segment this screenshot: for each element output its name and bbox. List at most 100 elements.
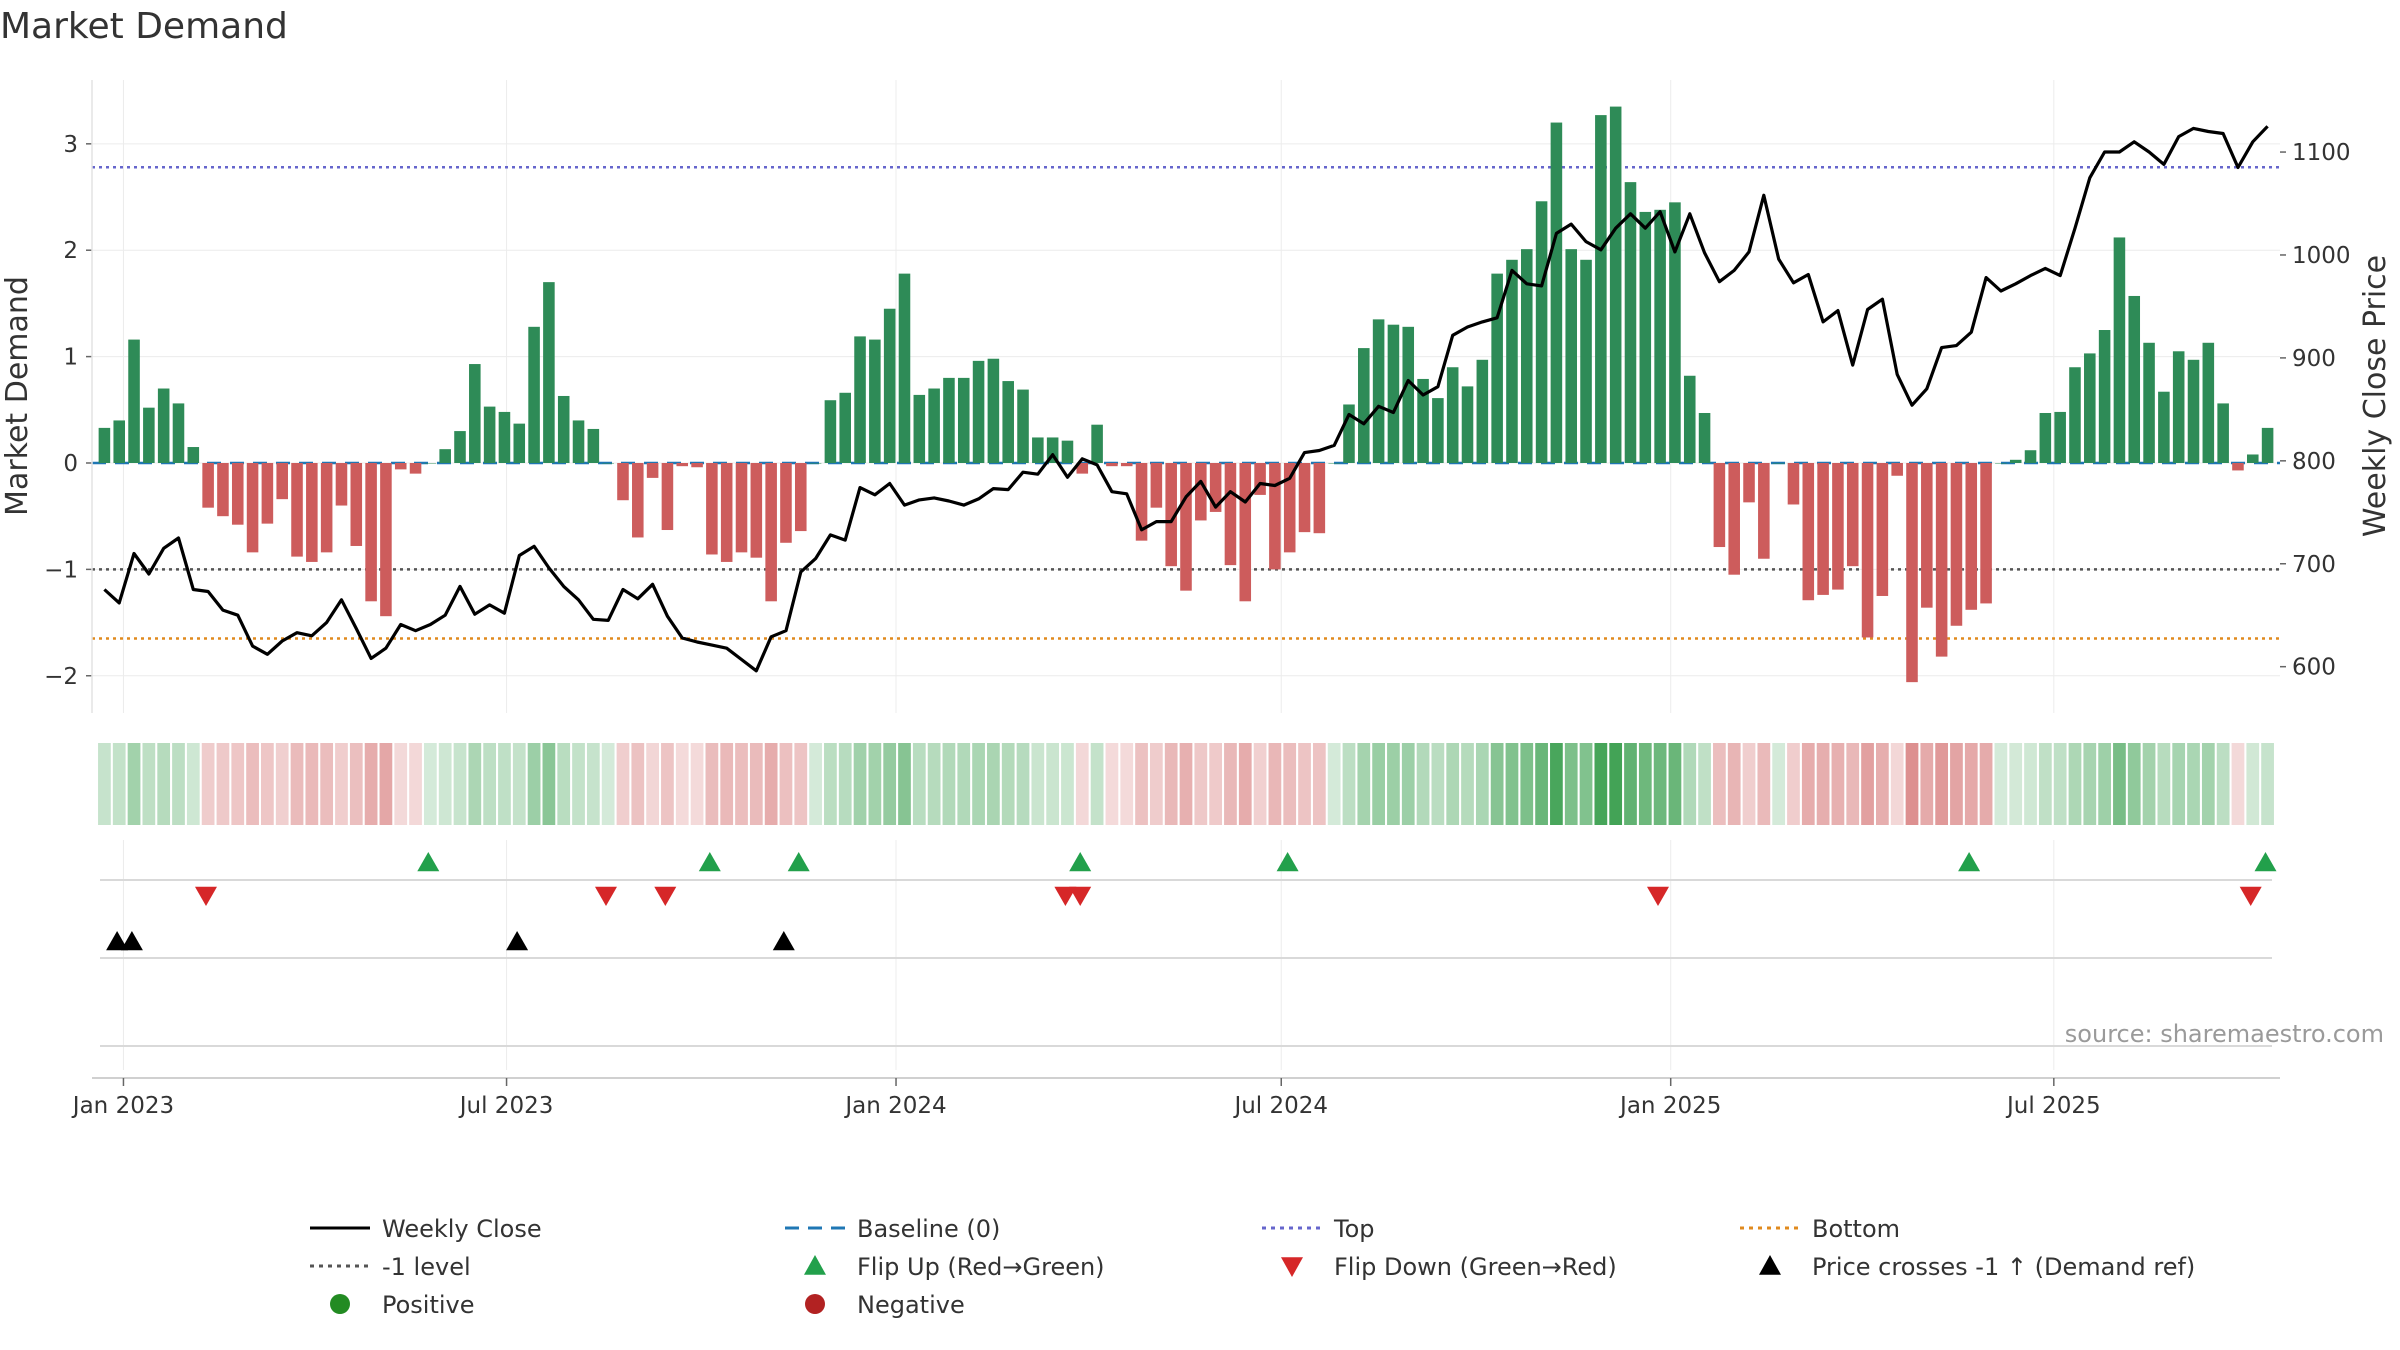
demand-bar (1076, 462, 1089, 474)
demand-bar (469, 364, 481, 463)
x-tick-label: Jul 2024 (1232, 1093, 1328, 1119)
demand-bar (113, 420, 126, 463)
y-right-tick-label: 900 (2292, 346, 2336, 372)
legend: Weekly Close Baseline (0) Top Bottom -1 leve… (310, 1215, 2195, 1319)
demand-bar (1446, 367, 1459, 463)
demand-bar (750, 462, 763, 558)
demand-bar (839, 392, 852, 463)
demand-bar (2187, 359, 2200, 463)
heat-cell (1238, 743, 1252, 825)
heat-cell (586, 743, 600, 825)
heat-cell (1920, 743, 1934, 825)
demand-bar (957, 377, 970, 463)
demand-bar (2069, 367, 2081, 463)
legend-swatch (1281, 1257, 1303, 1277)
demand-bar (1461, 386, 1474, 463)
demand-bar (1180, 462, 1192, 591)
heat-cell (1831, 743, 1845, 825)
heat-cell (1683, 743, 1697, 825)
flip-up-marker (2254, 852, 2277, 872)
demand-bar (409, 462, 422, 474)
heat-cell (1713, 743, 1726, 825)
demand-bar (1520, 249, 1533, 463)
heat-cell (1327, 743, 1341, 825)
heat-cell (216, 743, 230, 825)
heat-cell (957, 743, 971, 825)
demand-bar (943, 377, 955, 463)
heat-cell (527, 743, 541, 825)
demand-bar (157, 388, 170, 463)
demand-bar (2098, 330, 2111, 463)
y-left-tick-label: 1 (63, 345, 78, 371)
flip-down-marker (654, 886, 677, 906)
demand-bar (557, 395, 570, 463)
y-axis-right-title: Weekly Close Price (2358, 255, 2393, 537)
demand-bar (1506, 259, 1518, 463)
heat-cell (1787, 743, 1800, 825)
demand-bar (854, 336, 866, 463)
demand-bar (1150, 462, 1163, 508)
demand-bar (2158, 391, 2170, 463)
heat-cell (690, 743, 704, 825)
chart-title: Market Demand (0, 6, 288, 47)
heat-cell (1031, 743, 1045, 825)
heat-cell (1535, 743, 1548, 825)
heat-cell (631, 743, 645, 825)
flip-down-marker (2239, 886, 2262, 906)
heat-cell (186, 743, 200, 825)
demand-bar (898, 273, 911, 463)
heat-cell (1253, 743, 1267, 825)
heat-cell (1090, 743, 1104, 825)
demand-bar (1639, 211, 1652, 463)
heat-cell (1179, 743, 1193, 825)
flip-up-marker (417, 852, 440, 872)
heat-cell (2009, 743, 2023, 825)
demand-bar (2039, 412, 2052, 463)
heat-cell (498, 743, 511, 825)
legend-label: Bottom (1812, 1215, 1900, 1243)
demand-bar (632, 462, 644, 538)
legend-item: -1 level (310, 1253, 471, 1281)
heat-cell (423, 743, 437, 825)
y-left-tick-label: 3 (63, 132, 78, 158)
demand-bar (1491, 273, 1503, 463)
heat-cell (1431, 743, 1445, 825)
heat-cell (231, 743, 245, 825)
demand-bar (394, 462, 407, 470)
heat-cell (1105, 743, 1119, 825)
demand-bar (335, 462, 348, 506)
demand-bar (765, 462, 777, 602)
heat-cell (112, 743, 126, 825)
legend-item: Negative (805, 1291, 965, 1319)
flip-down-marker (1069, 886, 1092, 906)
heat-cell (1979, 743, 1993, 825)
demand-bar (1032, 437, 1044, 463)
heat-cell (972, 743, 985, 825)
demand-bar (572, 420, 585, 463)
heat-cell (2142, 743, 2156, 825)
heat-cell (1505, 743, 1519, 825)
demand-bar (883, 308, 896, 463)
y-left-tick-label: −1 (44, 557, 78, 583)
heat-cell (1816, 743, 1830, 825)
legend-item: Bottom (1740, 1215, 1900, 1243)
demand-bar (2232, 462, 2244, 471)
heat-cell (1401, 743, 1415, 825)
heat-cell (1149, 743, 1163, 825)
weekly-close-line (103, 125, 2269, 673)
heat-cell (1075, 743, 1089, 825)
demand-bar (380, 462, 392, 617)
demand-bar (528, 326, 540, 463)
demand-bar (172, 403, 185, 463)
heat-cell (1164, 743, 1178, 825)
demand-bar (187, 447, 200, 463)
heat-cell (364, 743, 378, 825)
demand-bar (1046, 437, 1059, 463)
demand-bar (143, 407, 155, 463)
flip-up-marker (787, 852, 810, 872)
heat-cell (157, 743, 171, 825)
demand-bar (987, 358, 1000, 463)
legend-swatch (804, 1255, 826, 1275)
demand-bar (1535, 201, 1548, 463)
heat-cell (438, 743, 452, 825)
